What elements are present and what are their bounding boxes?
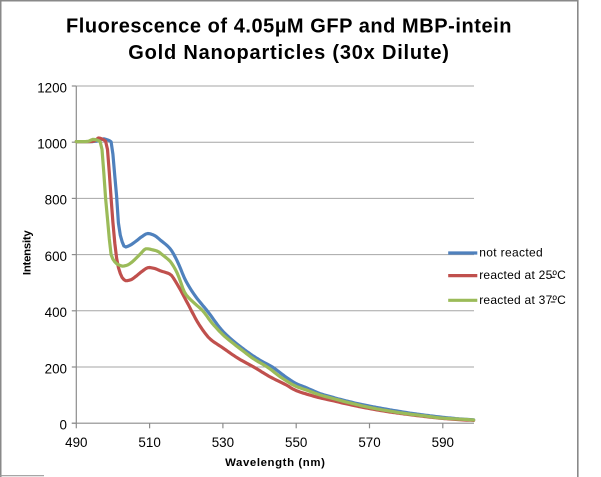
svg-text:530: 530 xyxy=(212,435,234,450)
svg-text:Fluorescence of 4.05µM GFP and: Fluorescence of 4.05µM GFP and MBP-intei… xyxy=(66,16,512,38)
svg-text:800: 800 xyxy=(45,193,67,208)
svg-text:0: 0 xyxy=(60,418,67,433)
svg-text:200: 200 xyxy=(45,361,67,376)
svg-text:reacted at 25ºC: reacted at 25ºC xyxy=(479,268,566,282)
svg-text:510: 510 xyxy=(138,435,160,450)
svg-text:600: 600 xyxy=(45,249,67,264)
svg-text:400: 400 xyxy=(45,305,67,320)
svg-text:Wavelength (nm): Wavelength (nm) xyxy=(225,457,325,469)
svg-text:reacted at 37ºC: reacted at 37ºC xyxy=(479,293,566,307)
svg-text:1200: 1200 xyxy=(37,80,67,95)
svg-text:550: 550 xyxy=(285,435,307,450)
svg-text:590: 590 xyxy=(432,435,454,450)
svg-text:not reacted: not reacted xyxy=(479,246,543,260)
svg-text:Gold Nanoparticles (30x Dilute: Gold Nanoparticles (30x Dilute) xyxy=(128,42,450,64)
svg-text:Intensity: Intensity xyxy=(21,230,33,276)
svg-text:490: 490 xyxy=(65,435,87,450)
svg-text:570: 570 xyxy=(358,435,380,450)
svg-text:1000: 1000 xyxy=(37,137,67,152)
